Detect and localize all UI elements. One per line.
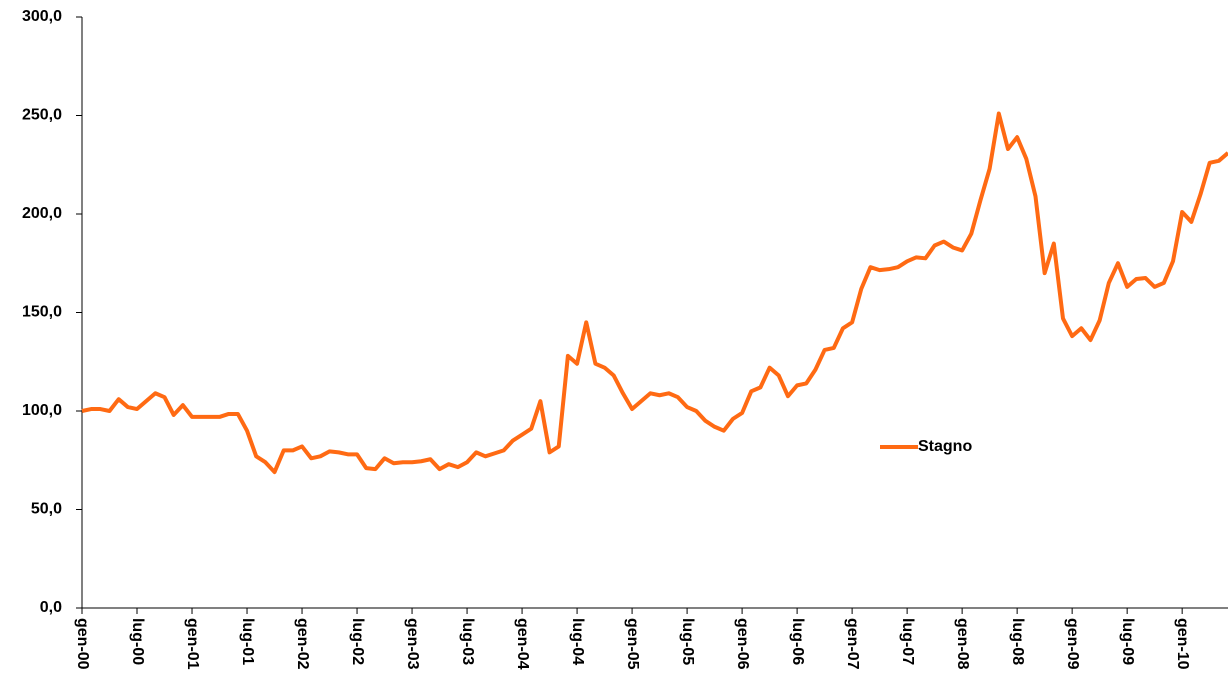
x-tick-label: lug-02 [349,618,366,665]
x-tick-label: lug-09 [1119,618,1136,665]
x-tick-label: gen-08 [954,618,971,670]
y-tick-label: 200,0 [22,205,62,222]
y-tick-label: 0,0 [40,599,62,616]
y-tick-label: 250,0 [22,107,62,124]
x-tick-label: gen-10 [1174,618,1191,670]
x-tick-label: gen-02 [294,618,311,670]
x-tick-label: gen-01 [184,618,201,670]
x-tick-label: gen-05 [624,618,641,670]
legend-label: Stagno [918,438,972,455]
y-tick-label: 100,0 [22,402,62,419]
x-tick-label: gen-00 [74,618,91,670]
x-tick-label: gen-04 [514,618,531,670]
line-series [81,111,1228,475]
x-tick-label: lug-04 [569,618,586,665]
x-tick-label: lug-07 [899,618,916,665]
x-tick-label: lug-00 [129,618,146,665]
x-tick-label: lug-08 [1009,618,1026,665]
x-tick-label: gen-07 [844,618,861,670]
y-tick-label: 50,0 [31,501,62,518]
x-tick-label: lug-03 [459,618,476,665]
x-tick-label: lug-06 [789,618,806,665]
x-tick-label: gen-09 [1064,618,1081,670]
y-tick-label: 150,0 [22,304,62,321]
x-tick-label: lug-05 [679,618,696,665]
x-tick-label: gen-06 [734,618,751,670]
y-tick-label: 300,0 [22,8,62,25]
x-tick-label: gen-03 [404,618,421,670]
x-tick-label: lug-01 [239,618,256,665]
